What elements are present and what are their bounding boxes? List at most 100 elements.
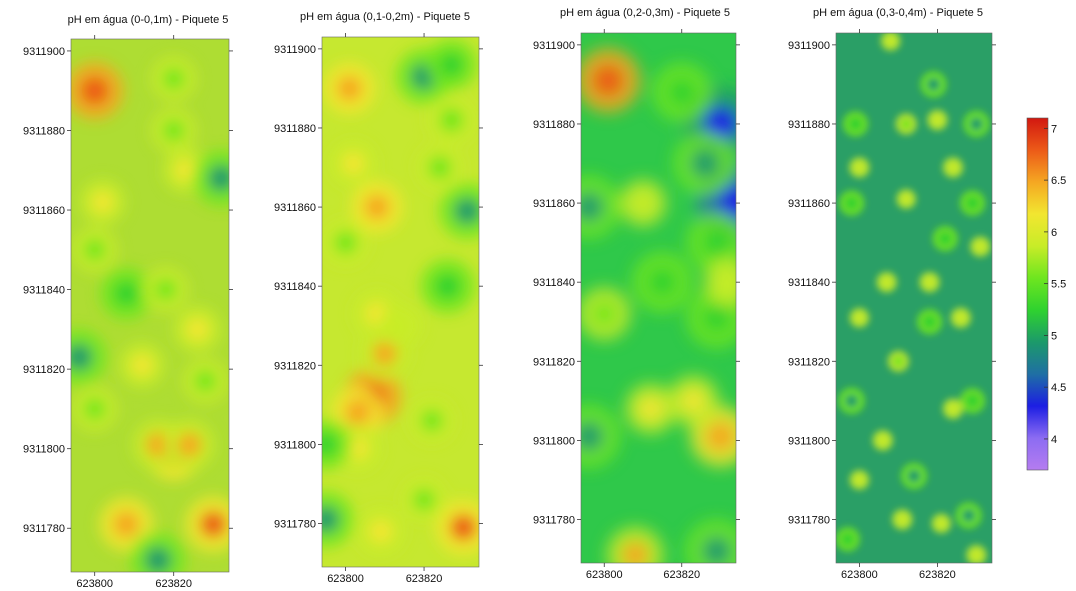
map-title: pH em água (0,1-0,2m) - Piquete 5: [300, 11, 470, 23]
y-tick-label: 9311780: [788, 514, 830, 526]
y-tick-label: 9311880: [23, 125, 65, 137]
contour-spot-core: [84, 239, 106, 261]
contour-spot-core: [342, 152, 365, 175]
y-tick-label: 9311860: [23, 205, 65, 217]
contour-spot-core: [971, 550, 982, 560]
pH-heatmap: 9311780 9311800 9311820 9311840 9311860 93118…: [788, 29, 996, 581]
contour-spot-core: [668, 78, 696, 106]
y-tick-label: 9311860: [274, 202, 316, 214]
contour-spot-core: [113, 511, 139, 537]
colorbar-tick-label: 7: [1051, 123, 1057, 135]
contour-spot-core: [163, 68, 185, 90]
y-tick-label: 9311840: [533, 277, 575, 289]
y-tick-label: 9311840: [788, 277, 830, 289]
map-title: pH em água (0,3-0,4m) - Piquete 5: [813, 7, 983, 19]
contour-spot-core: [702, 303, 731, 332]
contour-spot-core: [706, 422, 735, 451]
contour-spot-core: [186, 318, 209, 341]
map-panel-0-0.1m: pH em água (0-0,1m) - Piquete 5 9311780 9…: [23, 14, 233, 590]
contour-spot-core: [454, 197, 479, 225]
contour-spot-core: [975, 241, 986, 252]
x-tick-label: 623800: [841, 569, 878, 581]
contour-spot-core: [854, 313, 864, 323]
y-tick-label: 9311800: [23, 444, 65, 456]
y-tick-label: 9311900: [23, 46, 65, 58]
contour-spot-core: [716, 270, 736, 294]
contour-spot-core: [956, 313, 966, 323]
colorbar-tick-label: 5.5: [1051, 279, 1066, 291]
contour-spot-core: [440, 108, 463, 132]
contour-spot-core: [581, 192, 604, 222]
contour-spot-core: [84, 398, 106, 420]
y-tick-label: 9311880: [533, 119, 575, 131]
y-tick-label: 9311780: [23, 523, 65, 535]
colorbar-tick-label: 4: [1051, 434, 1057, 446]
contour-spot-core: [897, 514, 908, 525]
contour-spot-core: [372, 341, 397, 366]
x-tick-label: 623800: [327, 573, 364, 585]
contour-spot-core: [878, 435, 888, 446]
y-tick-label: 9311820: [274, 360, 316, 372]
contour-spot-core: [923, 315, 936, 328]
contour-spot-core: [854, 475, 864, 485]
colorbar-tick-label: 5: [1051, 330, 1057, 342]
map-frame: [321, 36, 480, 568]
contour-spot-core: [131, 354, 153, 376]
contour-spot-core: [208, 165, 229, 192]
contour-spot-core: [907, 469, 921, 483]
contour-spot-core: [364, 194, 390, 220]
x-tick-label: 623800: [76, 578, 113, 590]
contour-spot-core: [346, 437, 369, 460]
contour-spot-core: [591, 301, 617, 327]
pH-heatmap: 9311780 9311800 9311820 9311840 9311860 93118…: [23, 35, 233, 590]
y-tick-label: 9311820: [23, 364, 65, 376]
y-tick-label: 9311780: [274, 518, 316, 530]
map-frame: [580, 32, 737, 564]
contour-spot-core: [155, 279, 177, 301]
y-tick-label: 9311800: [533, 435, 575, 447]
y-tick-label: 9311820: [788, 356, 830, 368]
contour-spot-core: [936, 518, 946, 529]
contour-spot-core: [390, 315, 411, 336]
contour-spot-core: [849, 118, 862, 130]
y-tick-label: 9311900: [533, 40, 575, 52]
contour-spot-core: [146, 432, 170, 457]
map-frame: [70, 38, 230, 573]
y-tick-label: 9311840: [274, 281, 316, 293]
colorbar-tick-label: 6.5: [1051, 175, 1066, 187]
x-tick-label: 623820: [406, 573, 443, 585]
pH-heatmap: 9311780 9311800 9311820 9311840 9311860 93118…: [533, 29, 740, 581]
contour-spot-core: [948, 162, 958, 173]
contour-spot-core: [901, 119, 912, 129]
contour-spot-core: [893, 356, 904, 367]
y-tick-label: 9311780: [533, 514, 575, 526]
map-title: pH em água (0,2-0,3m) - Piquete 5: [560, 7, 730, 19]
contour-spot-core: [337, 76, 362, 101]
contour-spot-core: [854, 162, 865, 173]
contour-spot-core: [962, 509, 975, 522]
contour-spot-core: [845, 394, 858, 407]
y-tick-label: 9311900: [274, 44, 316, 56]
contour-spot-core: [144, 547, 171, 572]
colorbar-gradient: [1026, 117, 1049, 471]
contour-spot-core: [177, 432, 202, 457]
map-title: pH em água (0-0,1m) - Piquete 5: [68, 14, 229, 26]
map-panel-0.2-0.3m: pH em água (0,2-0,3m) - Piquete 5 931178…: [533, 7, 740, 581]
contour-spot-core: [702, 228, 731, 257]
contour-spot-core: [886, 36, 896, 46]
contour-spot-core: [581, 421, 604, 452]
contour-spot-core: [322, 506, 339, 533]
y-tick-label: 9311820: [533, 356, 575, 368]
contour-spot-core: [421, 410, 443, 432]
contour-spot-core: [845, 197, 858, 210]
map-frame: [835, 32, 993, 564]
contour-spot-core: [434, 273, 461, 299]
contour-spot-core: [924, 277, 935, 287]
x-tick-label: 623820: [155, 578, 192, 590]
contour-spot-core: [81, 77, 109, 105]
contour-spot-core: [174, 159, 197, 181]
contour-spot-core: [71, 344, 92, 371]
contour-spot-core: [632, 192, 654, 214]
contour-spot-core: [681, 389, 706, 413]
y-tick-label: 9311860: [533, 198, 575, 210]
